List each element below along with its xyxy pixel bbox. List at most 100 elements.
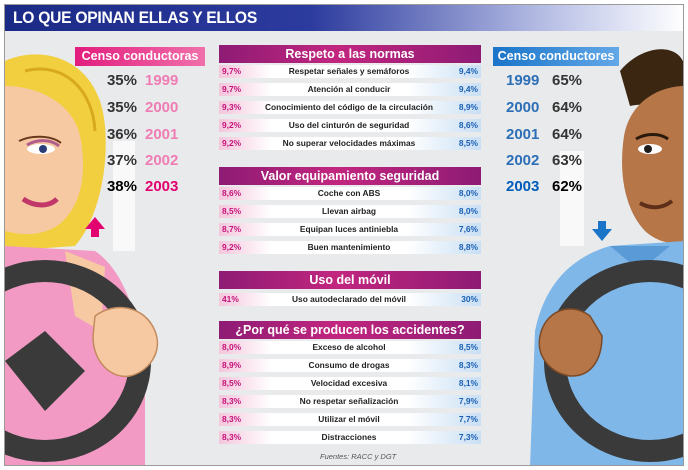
- women-value: 9,2%: [222, 120, 242, 130]
- census-year: 2003: [506, 178, 540, 195]
- women-value: 8,7%: [222, 224, 242, 234]
- table-row: 8,3% Distracciones 7,3%: [219, 431, 481, 444]
- row-label: Conocimiento del código de la circulació…: [265, 102, 433, 112]
- men-census-row: 2001 64%: [506, 126, 606, 148]
- women-value: 8,0%: [222, 342, 242, 352]
- women-value: 8,3%: [222, 396, 242, 406]
- row-label: Uso del cinturón de seguridad: [288, 120, 410, 130]
- women-census-title: Censo conductoras: [75, 47, 205, 66]
- row-label: Velocidad excesiva: [310, 378, 388, 388]
- women-value: 8,3%: [222, 414, 242, 424]
- census-year: 1999: [506, 72, 540, 89]
- census-year: 1999: [145, 72, 179, 89]
- census-year: 2000: [145, 99, 179, 116]
- men-value: 8,8%: [458, 242, 478, 252]
- census-year: 2000: [506, 99, 540, 116]
- men-value: 9,4%: [458, 66, 478, 76]
- census-pct: 36%: [106, 126, 137, 143]
- row-label: Equipan luces antiniebla: [299, 224, 399, 234]
- men-value: 7,9%: [458, 396, 478, 406]
- census-pct: 65%: [552, 72, 583, 89]
- table-row: 9,2% Uso del cinturón de seguridad 8,6%: [219, 119, 481, 132]
- men-value: 30%: [461, 294, 478, 304]
- men-value: 9,4%: [458, 84, 478, 94]
- men-value: 7,7%: [458, 414, 478, 424]
- table-row: 9,2% No superar velocidades máximas 8,5%: [219, 137, 481, 150]
- page-title: LO QUE OPINAN ELLAS Y ELLOS: [13, 8, 257, 27]
- row-label: Atención al conducir: [307, 84, 391, 94]
- row-label: Distracciones: [321, 432, 377, 442]
- row-label: Buen mantenimiento: [307, 242, 391, 252]
- census-pct: 64%: [552, 126, 583, 143]
- row-label: Coche con ABS: [317, 188, 381, 198]
- women-census-row: 37% 2002: [85, 152, 205, 174]
- census-year: 2003: [145, 178, 179, 195]
- section-title: ¿Por qué se producen los accidentes?: [219, 321, 481, 339]
- men-census-row: 2003 62%: [506, 178, 606, 200]
- table-row: 8,0% Exceso de alcohol 8,5%: [219, 341, 481, 354]
- men-census-row: 2000 64%: [506, 99, 606, 121]
- men-value: 8,5%: [458, 342, 478, 352]
- table-row: 9,3% Conocimiento del código de la circul…: [219, 101, 481, 114]
- men-census-row: 1999 65%: [506, 72, 606, 94]
- table-row: 9,7% Respetar señales y semáforos 9,4%: [219, 65, 481, 78]
- table-row: 8,5% Velocidad excesiva 8,1%: [219, 377, 481, 390]
- row-label: No superar velocidades máximas: [282, 138, 416, 148]
- men-value: 8,6%: [458, 120, 478, 130]
- women-value: 8,9%: [222, 360, 242, 370]
- census-pct: 35%: [106, 72, 137, 89]
- women-value: 9,3%: [222, 102, 242, 112]
- census-year: 2002: [506, 152, 540, 169]
- men-value: 8,0%: [458, 188, 478, 198]
- men-value: 8,5%: [458, 138, 478, 148]
- women-value: 8,5%: [222, 206, 242, 216]
- table-row: 8,3% No respetar señalización 7,9%: [219, 395, 481, 408]
- women-value: 8,6%: [222, 188, 242, 198]
- women-census-row: 38% 2003: [85, 178, 205, 200]
- census-pct: 63%: [552, 152, 583, 169]
- census-pct: 35%: [106, 99, 137, 116]
- women-value: 9,2%: [222, 138, 242, 148]
- census-year: 2001: [506, 126, 540, 143]
- men-value: 8,3%: [458, 360, 478, 370]
- section-title: Respeto a las normas: [219, 45, 481, 63]
- row-label: Exceso de alcohol: [312, 342, 386, 352]
- row-label: Uso autodeclarado del móvil: [291, 294, 407, 304]
- women-value: 9,7%: [222, 84, 242, 94]
- women-value: 9,2%: [222, 242, 242, 252]
- row-label: Consumo de drogas: [308, 360, 390, 370]
- table-row: 8,6% Coche con ABS 8,0%: [219, 187, 481, 200]
- table-row: 9,2% Buen mantenimiento 8,8%: [219, 241, 481, 254]
- section-title: Uso del móvil: [219, 271, 481, 289]
- men-value: 7,3%: [458, 432, 478, 442]
- census-year: 2001: [145, 126, 179, 143]
- women-value: 8,5%: [222, 378, 242, 388]
- census-year: 2002: [145, 152, 179, 169]
- source-note: Fuentes: RACC y DGT: [320, 452, 397, 461]
- infographic: LO QUE OPINAN ELLAS Y ELLOS: [4, 4, 684, 466]
- women-census-row: 36% 2001: [85, 126, 205, 148]
- men-value: 8,9%: [458, 102, 478, 112]
- census-pct: 37%: [106, 152, 137, 169]
- table-row: 9,7% Atención al conducir 9,4%: [219, 83, 481, 96]
- row-label: Llevan airbag: [322, 206, 376, 216]
- row-label: No respetar señalización: [299, 396, 399, 406]
- section-title: Valor equipamiento seguridad: [219, 167, 481, 185]
- men-value: 8,1%: [458, 378, 478, 388]
- census-pct: 62%: [552, 178, 583, 195]
- table-row: 8,5% Llevan airbag 8,0%: [219, 205, 481, 218]
- table-row: 8,3% Utilizar el móvil 7,7%: [219, 413, 481, 426]
- women-value: 8,3%: [222, 432, 242, 442]
- women-value: 41%: [222, 294, 239, 304]
- census-pct: 64%: [552, 99, 583, 116]
- men-value: 7,6%: [458, 224, 478, 234]
- women-census-row: 35% 2000: [85, 99, 205, 121]
- man-driver-illustration: [490, 31, 683, 465]
- census-pct: 38%: [106, 178, 137, 195]
- title-bar: LO QUE OPINAN ELLAS Y ELLOS: [5, 5, 683, 31]
- men-census-row: 2002 63%: [506, 152, 606, 174]
- table-row: 41% Uso autodeclarado del móvil 30%: [219, 293, 481, 306]
- row-label: Utilizar el móvil: [318, 414, 380, 424]
- woman-driver-illustration: [5, 31, 220, 465]
- women-census-row: 35% 1999: [85, 72, 205, 94]
